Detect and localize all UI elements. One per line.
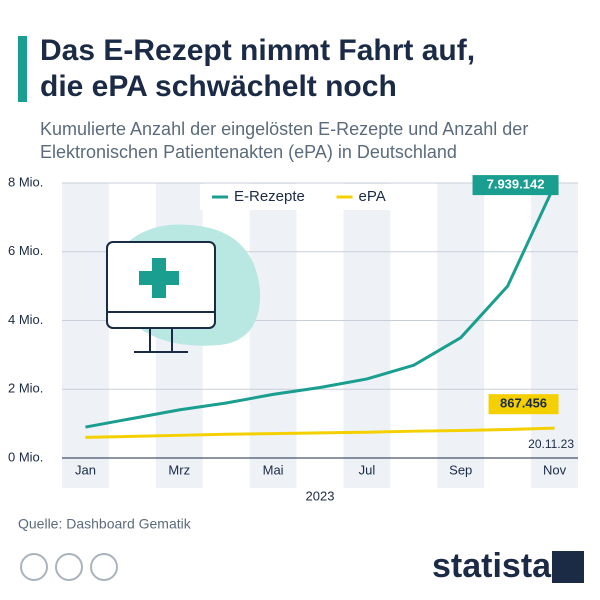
y-tick-label: 6 Mio. [8,243,43,258]
value-label-text: 7.939.142 [487,177,545,192]
value-label-box [472,175,559,196]
x-tick-label: Sep [449,462,472,477]
annotation: 20.11.23 [528,437,574,451]
plot: 0 Mio. 2 Mio. 4 Mio. 6 Mio. 8 Mio. Jan Mrz Mai J… [8,174,578,503]
y-tick-label: 2 Mio. [8,381,43,396]
series-line [85,184,556,429]
month-band [249,183,297,488]
x-tick-label: Jan [75,462,96,477]
y-tick-label: 4 Mio. [8,312,43,327]
x-tick-label: Mrz [168,462,190,477]
value-label: 867.456 [488,394,559,415]
x-tick-label: Jul [359,462,376,477]
month-band [62,183,109,488]
source: Quelle: Dashboard Gematik [18,516,192,532]
license-icons [20,553,118,581]
y-tick-label: 8 Mio. [8,174,43,189]
brand-mark [552,551,584,583]
title-bar [18,36,27,102]
month-band [531,183,578,488]
legend: E-Rezepte ePA [200,184,400,210]
brand-logo: statista [432,547,552,585]
x-tick-label: Nov [543,462,567,477]
legend-label: ePA [359,188,386,205]
legend-label: E-Rezepte [234,188,305,205]
chart-title: Das E-Rezept nimmt Fahrt auf, die ePA sch… [40,34,475,103]
value-label: 7.939.142 [472,175,559,196]
month-band [343,183,391,488]
icon [106,224,261,353]
value-label-box [488,394,559,415]
x-axis-label: 2023 [306,488,335,503]
y-tick-label: 0 Mio. [8,449,43,464]
legend-bg [200,184,400,210]
value-label-text: 867.456 [500,396,547,411]
x-tick-label: Mai [263,462,284,477]
chart-subtitle: Kumulierte Anzahl der eingelösten E-Reze… [40,119,528,162]
series-line [85,426,555,439]
